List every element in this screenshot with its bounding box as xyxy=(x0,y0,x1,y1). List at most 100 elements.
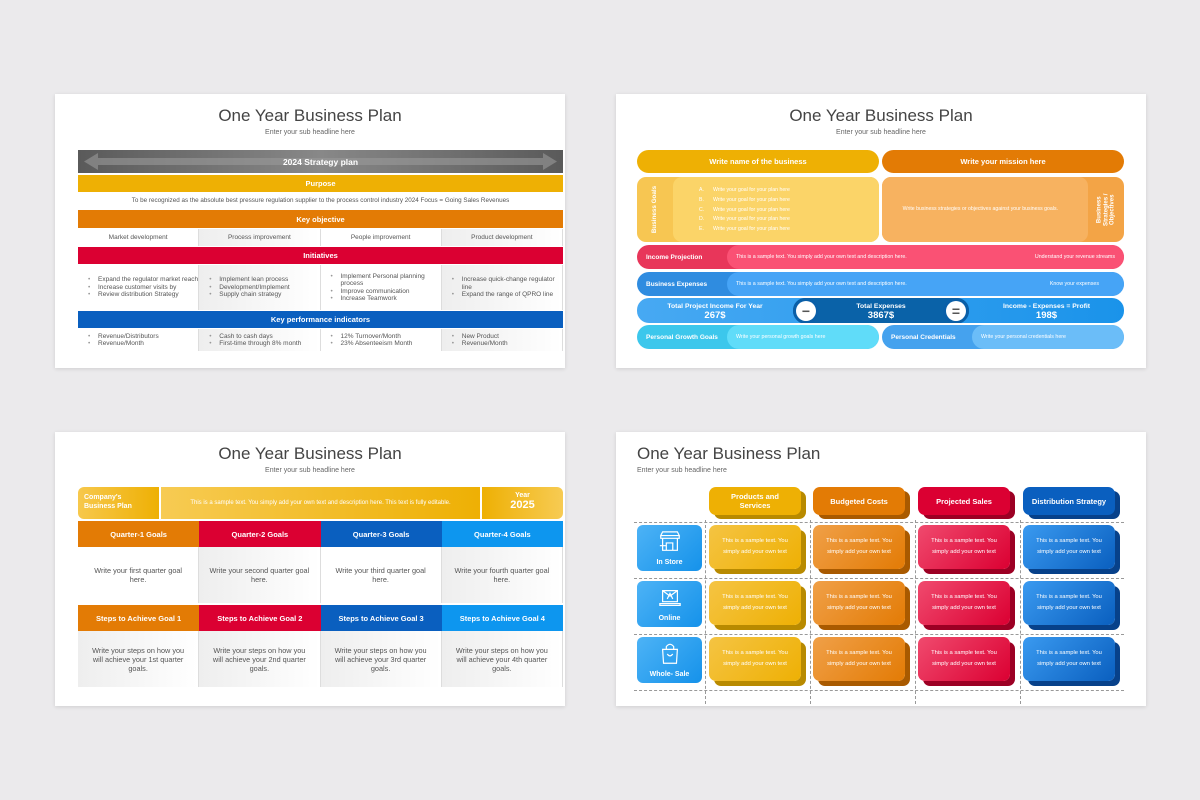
store-icon xyxy=(658,530,682,556)
step-text: Write your steps on how you will achieve… xyxy=(320,631,442,687)
year-label: Year xyxy=(515,492,530,499)
slide-quarter-goals[interactable]: One Year Business Plan Enter your sub he… xyxy=(55,432,565,706)
kpi-header: Key performance indicators xyxy=(78,311,563,328)
quarter-goal-text: Write your first quarter goal here. xyxy=(78,547,200,603)
equals-icon: = xyxy=(946,300,966,321)
goal-letter: A. xyxy=(699,187,704,193)
personal-credentials-text: Write your personal credentials here xyxy=(972,325,1124,349)
slide-strategy-plan[interactable]: One Year Business Plan Enter your sub he… xyxy=(55,94,565,368)
slide-business-overview[interactable]: One Year Business Plan Enter your sub he… xyxy=(616,94,1146,368)
income-projection-row: Income Projection This is a sample text.… xyxy=(637,245,1124,269)
kpi-item: 12% Turnover/Month xyxy=(331,333,441,341)
business-goals-label: Business Goals xyxy=(651,185,659,234)
quarter-header: Quarter-4 Goals xyxy=(441,521,563,547)
goal-text: Write your goal for your plan here xyxy=(713,226,790,233)
company-plan-banner: Company's Business Plan This is a sample… xyxy=(78,487,563,519)
total-expenses-label: Total Expenses xyxy=(856,302,906,310)
total-income-value: 267$ xyxy=(704,309,726,321)
initiative-item: Implement Personal planning process xyxy=(331,273,441,288)
matrix-cell: This is a sample text. You simply add yo… xyxy=(813,637,905,681)
goal-item: E. Write your goal for your plan here xyxy=(699,225,879,235)
column-header: Projected Sales xyxy=(918,487,1010,515)
kpi-item: Cash to cash days xyxy=(209,333,319,341)
shopping-bag-icon xyxy=(658,642,682,668)
personal-growth-row: Personal Growth Goals Write your persona… xyxy=(637,325,879,349)
quarter-goal-cells: Write your first quarter goal here. Write… xyxy=(78,547,563,603)
matrix-cell: This is a sample text. You simply add yo… xyxy=(709,581,801,625)
slide-subtitle: Enter your sub headline here xyxy=(265,129,355,136)
kpi-cell: Revenue/DistributorsRevenue/Month xyxy=(78,329,200,351)
step-header: Steps to Achieve Goal 2 xyxy=(199,605,321,631)
kpi-list: Cash to cash daysFirst-time through 8% m… xyxy=(199,333,319,348)
personal-growth-label: Personal Growth Goals xyxy=(646,333,718,341)
grid-line-horizontal xyxy=(634,522,1124,523)
purpose-text: To be recognized as the absolute best pr… xyxy=(131,197,510,204)
grid-line-horizontal xyxy=(634,690,1124,691)
quarter-goal-text: Write your fourth quarter goal here. xyxy=(441,547,563,603)
total-income-label: Total Project Income For Year xyxy=(667,302,763,310)
quarter-header: Quarter-3 Goals xyxy=(320,521,442,547)
initiative-item: Supply chain strategy xyxy=(209,291,319,299)
initiative-item: Increase Teamwork xyxy=(331,295,441,303)
objective-cell: Market development xyxy=(78,229,200,246)
double-arrow-icon xyxy=(84,153,557,170)
company-text: This is a sample text. You simply add yo… xyxy=(161,487,480,519)
totals-row: Total Project Income For Year 267$ − Tota… xyxy=(637,298,1124,323)
personal-growth-text: Write your personal growth goals here xyxy=(727,325,879,349)
initiative-item: Expand the range of QPRO line xyxy=(452,291,562,299)
grid-line-vertical xyxy=(1020,520,1021,704)
income-text: This is a sample text. You simply add yo… xyxy=(736,254,907,260)
quarter-header: Quarter-2 Goals xyxy=(199,521,321,547)
grid-line-horizontal xyxy=(634,634,1124,635)
matrix-cell: This is a sample text. You simply add yo… xyxy=(918,525,1010,569)
quarter-goal-text: Write your third quarter goal here. xyxy=(321,547,442,603)
slide-sales-matrix[interactable]: One Year Business Plan Enter your sub he… xyxy=(616,432,1146,706)
kpi-item: Revenue/Month xyxy=(452,340,562,348)
grid-line-vertical xyxy=(705,520,706,704)
step-header: Steps to Achieve Goal 1 xyxy=(78,605,200,631)
slide-title: One Year Business Plan xyxy=(789,106,973,125)
strategies-label: Business Strategies / Objectives xyxy=(1096,193,1116,226)
matrix-cell: This is a sample text. You simply add yo… xyxy=(709,637,801,681)
kpi-item: First-time through 8% month xyxy=(209,340,319,348)
initiative-item: Implement lean process xyxy=(209,276,319,284)
column-header: Budgeted Costs xyxy=(813,487,905,515)
goal-letter: B. xyxy=(699,196,704,203)
goal-text: Write your goal for your plan here xyxy=(713,206,790,213)
row-label-online: Online xyxy=(637,581,702,627)
objective-cell: Product development xyxy=(441,229,563,246)
column-header: Products and Services xyxy=(709,487,801,515)
slide-title: One Year Business Plan xyxy=(218,106,402,125)
strategies-text: Write business strategies or objectives … xyxy=(882,177,1088,242)
quarter-header: Quarter-1 Goals xyxy=(78,521,200,547)
matrix-cell: This is a sample text. You simply add yo… xyxy=(813,581,905,625)
kpi-list: 12% Turnover/Month23% Absenteeism Month xyxy=(321,333,441,348)
initiative-list: Implement lean processDevelopment/Implem… xyxy=(199,276,319,299)
goal-text: Write your goal for your plan here xyxy=(713,216,790,223)
initiative-item: Improve communication xyxy=(331,288,441,296)
row-label-text: Whole- Sale xyxy=(649,671,690,678)
goal-item: D. Write your goal for your plan here xyxy=(699,215,879,225)
business-expenses-row: Business Expenses This is a sample text.… xyxy=(637,272,1124,296)
mission-header: Write your mission here xyxy=(882,150,1124,173)
initiatives-row: Expand the regulator market reachIncreas… xyxy=(78,265,563,310)
initiatives-header: Initiatives xyxy=(78,247,563,264)
goal-letter: C. xyxy=(699,206,705,213)
business-name-header: Write name of the business xyxy=(637,150,879,173)
kpi-item: New Product xyxy=(452,333,562,341)
initiative-item: Development/Implement xyxy=(209,284,319,292)
matrix-cell: This is a sample text. You simply add yo… xyxy=(1023,525,1115,569)
step-header: Steps to Achieve Goal 3 xyxy=(320,605,442,631)
slide-subtitle: Enter your sub headline here xyxy=(637,467,727,474)
quarter-headers: Quarter-1 Goals Quarter-2 Goals Quarter-3 … xyxy=(78,521,563,547)
kpi-list: New ProductRevenue/Month xyxy=(442,333,562,348)
year-value: 2025 xyxy=(510,499,535,511)
row-label-text: In Store xyxy=(656,559,683,566)
slide-title: One Year Business Plan xyxy=(218,444,402,463)
kpi-cell: New ProductRevenue/Month xyxy=(441,329,563,351)
matrix-cell: This is a sample text. You simply add yo… xyxy=(813,525,905,569)
kpi-cell: Cash to cash daysFirst-time through 8% m… xyxy=(199,329,321,351)
business-expenses-label: Business Expenses xyxy=(646,280,708,288)
step-text: Write your steps on how you will achieve… xyxy=(199,631,321,687)
goal-text: Write your goal for your plan here xyxy=(713,196,790,203)
